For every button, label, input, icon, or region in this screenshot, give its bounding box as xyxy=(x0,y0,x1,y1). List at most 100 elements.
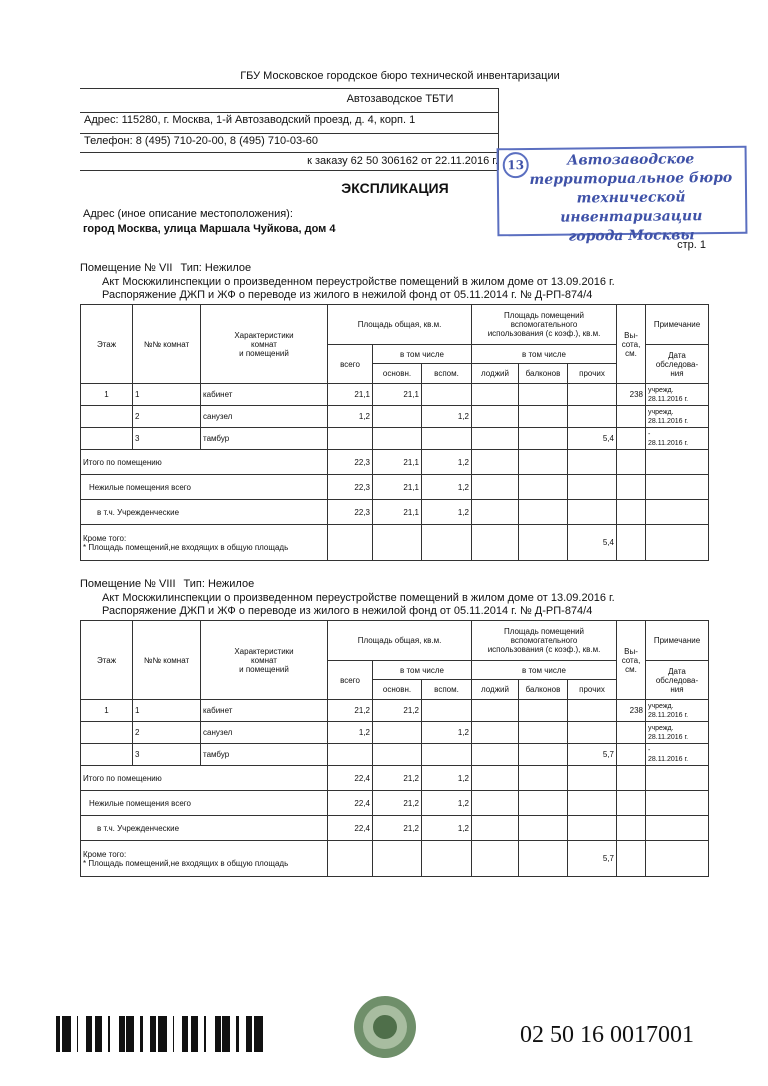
barcode-bar xyxy=(197,1016,198,1052)
branch: Автозаводское ТБТИ xyxy=(346,93,454,105)
text-line: Характеристики xyxy=(234,330,294,340)
barcode-bar xyxy=(108,1016,110,1052)
cell: 1,2 xyxy=(421,474,472,500)
text-line: в т.ч. Учрежденческие xyxy=(97,507,180,517)
total-row: Итого по помещению 22,3 21,1 1,2 xyxy=(80,449,709,475)
barcode-bar xyxy=(65,1016,66,1052)
cell: в том числе xyxy=(471,660,617,680)
header-row: основн. вспом. лоджий балконов прочих xyxy=(81,679,709,700)
barcode-bar xyxy=(98,1016,101,1052)
location-value: город Москва, улица Маршала Чуйкова, дом… xyxy=(83,223,336,235)
cell xyxy=(372,524,422,561)
cell xyxy=(471,721,519,744)
cell: вспом. xyxy=(421,679,472,700)
barcode-bar xyxy=(191,1016,192,1052)
text-line: 28.11.2016 г. xyxy=(648,439,689,447)
location-label: Адрес (иное описание местоположения): xyxy=(83,208,293,220)
phone: Телефон: 8 (495) 710-20-00, 8 (495) 710-… xyxy=(84,135,318,147)
cell: Примечание xyxy=(645,304,709,345)
cell: лоджий xyxy=(471,679,519,700)
cell: 1,2 xyxy=(421,499,472,525)
total-row: в т.ч. Учрежденческие 22,3 21,1 1,2 xyxy=(80,499,709,525)
text-line: см. xyxy=(625,348,637,358)
cell xyxy=(80,427,133,450)
section: Помещение № VIII Тип: Нежилое Акт Москжили… xyxy=(80,578,709,877)
barcode-bar xyxy=(96,1016,98,1052)
cell xyxy=(645,449,709,475)
cell: 22,3 xyxy=(327,499,373,525)
cell: Примечание xyxy=(645,620,709,661)
text-line: комнат xyxy=(251,339,277,349)
header-row: основн. вспом. лоджий балконов прочих xyxy=(81,363,709,384)
barcode-bar xyxy=(161,1016,162,1052)
cell xyxy=(471,765,519,791)
cell: Площадь общая, кв.м. xyxy=(327,620,472,661)
cell: Итого по помещению xyxy=(80,765,328,791)
data-row: 1 1 кабинет 21,1 21,1 238 учрежд. 28.11.2016 г. xyxy=(80,383,709,406)
cell: в том числе xyxy=(372,344,472,364)
cell xyxy=(567,815,617,841)
barcode-bar xyxy=(59,1016,60,1052)
cell: Вы-сота, см. xyxy=(616,304,646,384)
explication-table: Этаж №№ комнат Характеристики комнат и помещ… xyxy=(80,304,709,561)
cell xyxy=(567,790,617,816)
cell: балконов xyxy=(518,363,568,384)
text-line: сота, xyxy=(621,339,641,349)
cell xyxy=(518,765,568,791)
cell xyxy=(567,699,617,722)
cell: Дата обследова-ния xyxy=(645,344,709,384)
rule xyxy=(80,88,498,89)
cell xyxy=(616,449,646,475)
address: Адрес: 115280, г. Москва, 1-й Автозаводс… xyxy=(84,114,416,126)
text-line: Вы- xyxy=(624,330,638,340)
cell: в том числе xyxy=(372,660,472,680)
barcode-bar xyxy=(164,1016,167,1052)
cell xyxy=(372,840,422,877)
cell xyxy=(567,449,617,475)
text-line: 28.11.2016 г. xyxy=(648,395,689,403)
barcode-bar xyxy=(66,1016,68,1052)
cell xyxy=(471,524,519,561)
barcode-bar xyxy=(251,1016,252,1052)
barcode-bar xyxy=(254,1016,257,1052)
text-line: и помещений xyxy=(239,348,289,358)
data-row: 1 1 кабинет 21,2 21,2 238 учрежд. 28.11.2016 г. xyxy=(80,699,709,722)
cell xyxy=(518,721,568,744)
cell: Этаж xyxy=(80,304,133,384)
barcode-bar xyxy=(227,1016,228,1052)
cell: 21,1 xyxy=(372,499,422,525)
cell: Нежилые помещения всего xyxy=(80,790,328,816)
cell xyxy=(518,474,568,500)
cell: лоджий xyxy=(471,363,519,384)
barcode-bar xyxy=(126,1016,128,1052)
cell: 22,4 xyxy=(327,815,373,841)
cell xyxy=(616,765,646,791)
rule xyxy=(80,152,498,153)
cell xyxy=(421,427,472,450)
barcode-bar xyxy=(186,1016,188,1052)
cell: кабинет xyxy=(200,699,328,722)
total-row: Нежилые помещения всего 22,4 21,2 1,2 xyxy=(80,790,709,816)
rule xyxy=(80,170,498,171)
cell: 5,7 xyxy=(567,840,617,877)
stamp-number: 13 xyxy=(502,151,529,179)
cell: 1,2 xyxy=(421,790,472,816)
org-name: ГБУ Московское городское бюро техническо… xyxy=(240,70,560,82)
cell: 1,2 xyxy=(421,721,472,744)
cell xyxy=(471,699,519,722)
barcode-bar xyxy=(246,1016,248,1052)
cell: Характеристики комнат и помещений xyxy=(200,620,328,700)
cell: 238 xyxy=(616,699,646,722)
barcode-bar xyxy=(120,1016,122,1052)
cell xyxy=(518,743,568,766)
cell xyxy=(616,840,646,877)
act-line: Акт Москжилинспекции о произведенном пер… xyxy=(102,276,615,288)
data-row: 2 санузел 1,2 1,2 учрежд. 28.11.2016 г. xyxy=(80,405,709,428)
total-row: Нежилые помещения всего 22,3 21,1 1,2 xyxy=(80,474,709,500)
text-line: вспомогательного xyxy=(510,320,578,329)
cell: Дата обследова-ния xyxy=(645,660,709,700)
room-type: Тип: Нежилое xyxy=(180,262,252,274)
act-line: Распоряжение ДЖП и ЖФ о переводе из жило… xyxy=(102,289,593,301)
cell: санузел xyxy=(200,405,328,428)
seal-core xyxy=(373,1015,397,1039)
